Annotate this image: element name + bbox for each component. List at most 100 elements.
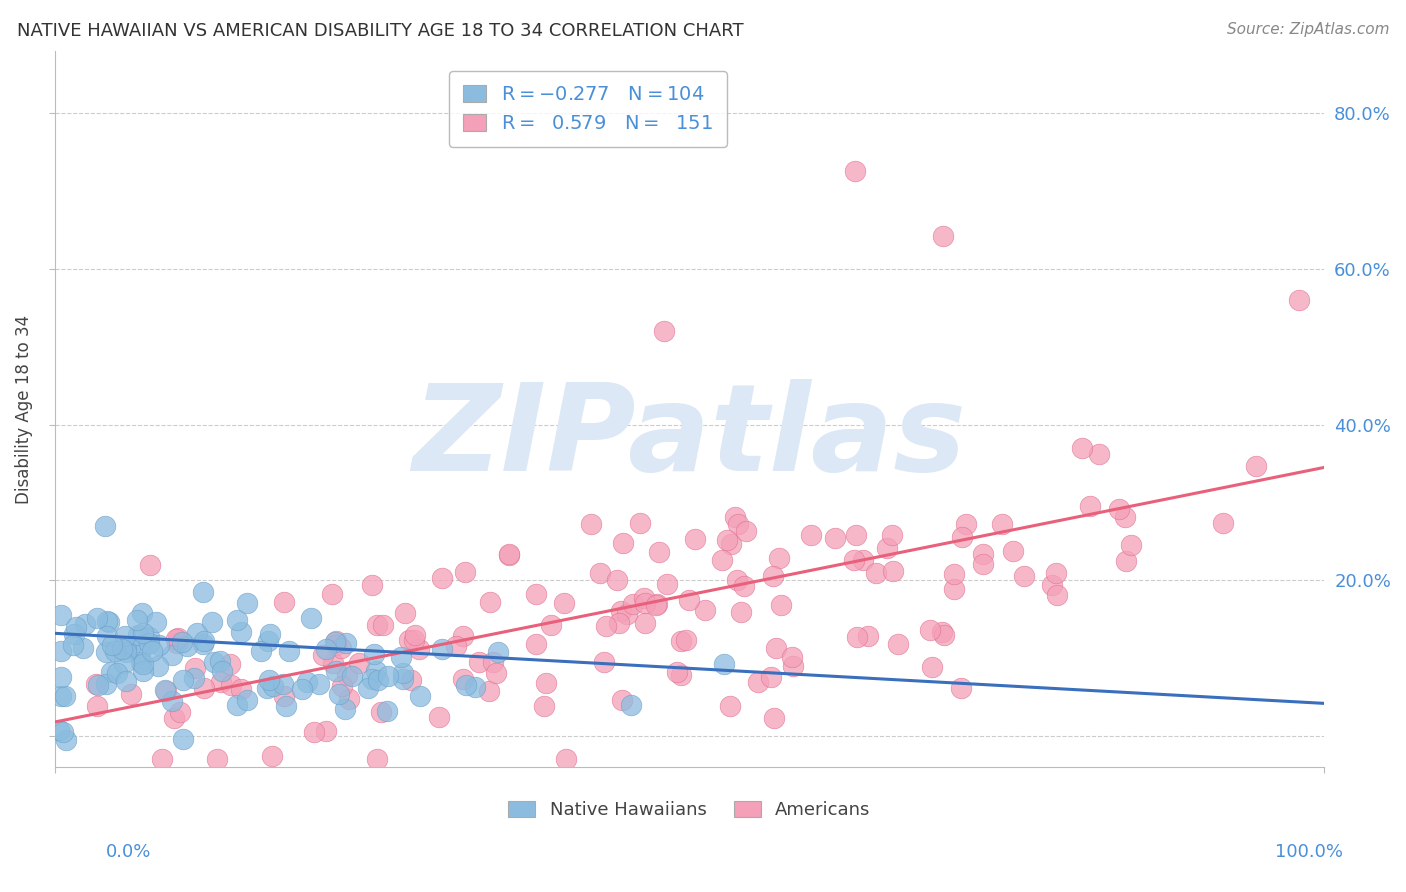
Point — [259, 627, 281, 641]
Point — [131, 606, 153, 620]
Point — [607, 615, 630, 630]
Point — [115, 645, 138, 659]
Point — [399, 673, 422, 687]
Point — [250, 644, 273, 658]
Point — [165, 632, 187, 646]
Point — [321, 587, 343, 601]
Point — [633, 591, 655, 606]
Point — [315, 724, 337, 739]
Point — [404, 628, 426, 642]
Point — [1212, 516, 1234, 530]
Legend: Native Hawaiians, Americans: Native Hawaiians, Americans — [501, 794, 877, 826]
Point — [932, 229, 955, 244]
Point — [409, 689, 432, 703]
Point — [323, 635, 346, 649]
Point — [1288, 293, 1310, 307]
Point — [579, 517, 602, 532]
Point — [366, 752, 388, 766]
Point — [219, 678, 242, 692]
Point — [96, 629, 118, 643]
Point — [669, 668, 692, 682]
Text: ZIPatlas: ZIPatlas — [412, 379, 966, 496]
Point — [620, 698, 643, 713]
Point — [262, 680, 284, 694]
Point — [62, 638, 84, 652]
Point — [48, 723, 70, 737]
Point — [322, 656, 344, 670]
Point — [52, 725, 75, 739]
Point — [325, 664, 347, 678]
Point — [482, 655, 505, 669]
Point — [484, 666, 506, 681]
Point — [678, 592, 700, 607]
Point — [713, 657, 735, 672]
Point — [229, 681, 252, 696]
Point — [990, 516, 1012, 531]
Point — [918, 624, 941, 638]
Point — [138, 636, 160, 650]
Point — [375, 704, 398, 718]
Point — [780, 650, 803, 665]
Point — [291, 681, 314, 696]
Point — [621, 597, 644, 611]
Point — [98, 615, 121, 629]
Point — [127, 628, 149, 642]
Point — [201, 615, 224, 629]
Point — [882, 527, 904, 541]
Point — [782, 658, 804, 673]
Point — [765, 640, 787, 655]
Point — [160, 648, 183, 663]
Point — [193, 584, 215, 599]
Point — [273, 595, 295, 609]
Point — [138, 630, 160, 644]
Point — [148, 638, 170, 652]
Point — [427, 710, 450, 724]
Point — [371, 618, 394, 632]
Point — [304, 725, 326, 739]
Point — [747, 675, 769, 690]
Point — [100, 638, 122, 652]
Point — [139, 558, 162, 572]
Point — [1115, 553, 1137, 567]
Point — [876, 541, 898, 555]
Point — [645, 598, 668, 612]
Point — [236, 693, 259, 707]
Point — [325, 634, 347, 648]
Point — [129, 647, 152, 661]
Point — [524, 637, 547, 651]
Point — [391, 666, 413, 681]
Point — [645, 599, 668, 613]
Point — [49, 689, 72, 703]
Point — [842, 553, 865, 567]
Point — [184, 661, 207, 675]
Point — [114, 629, 136, 643]
Point — [84, 677, 107, 691]
Point — [325, 638, 347, 652]
Point — [634, 596, 657, 610]
Point — [127, 614, 149, 628]
Point — [931, 625, 953, 640]
Point — [183, 671, 205, 685]
Point — [377, 669, 399, 683]
Point — [610, 604, 633, 618]
Point — [711, 552, 734, 566]
Point — [150, 752, 173, 766]
Point — [271, 676, 294, 690]
Point — [225, 613, 247, 627]
Point — [444, 639, 467, 653]
Point — [209, 654, 232, 668]
Point — [610, 693, 633, 707]
Point — [169, 705, 191, 719]
Point — [65, 620, 87, 634]
Point — [800, 528, 823, 542]
Point — [1071, 441, 1094, 455]
Point — [100, 665, 122, 679]
Point — [361, 673, 384, 687]
Point — [478, 683, 501, 698]
Point — [364, 664, 387, 678]
Point — [730, 605, 752, 619]
Point — [398, 632, 420, 647]
Point — [724, 510, 747, 524]
Point — [49, 644, 72, 658]
Point — [347, 656, 370, 670]
